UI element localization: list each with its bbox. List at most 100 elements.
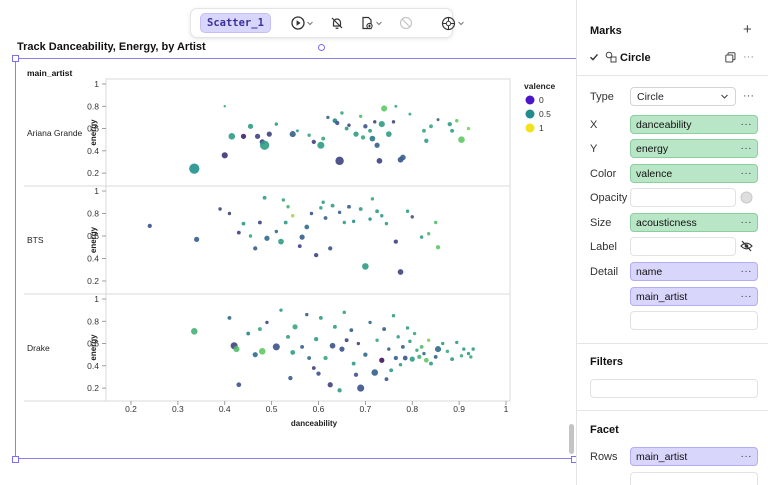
mark-more-button[interactable]: ··· [743,51,754,63]
theme-button[interactable] [441,16,465,31]
data-point [299,234,305,240]
size-field-more-icon[interactable]: ··· [740,217,752,228]
legend-swatch [525,123,535,133]
x-tick-label: 1 [504,404,509,414]
export-button[interactable] [360,16,383,30]
data-point [394,104,398,108]
type-more-button[interactable]: ··· [743,90,754,102]
data-point [368,217,372,221]
opacity-swatch-icon[interactable] [740,191,753,207]
y-tick-label: 1 [94,294,99,304]
type-label: Type [590,91,614,103]
data-point [391,120,396,124]
data-point [405,326,410,330]
selection-top-handle[interactable] [318,44,325,51]
data-point [441,341,445,346]
x-tick-label: 0.8 [406,404,418,414]
y-tick-label: 0.4 [87,361,99,371]
data-point [221,152,228,159]
data-point [402,355,408,361]
size-field-pill[interactable]: acousticness ··· [630,213,758,232]
y-axis-label: energy [89,334,98,361]
color-field-more-icon[interactable]: ··· [740,168,752,179]
x-tick-label: 0.9 [453,404,465,414]
data-point [368,128,372,133]
data-point [369,135,376,142]
data-point [314,252,319,258]
data-point [408,339,412,344]
label-drop-slot[interactable] [630,237,736,256]
facet-row-label: Drake [27,343,50,353]
play-button[interactable] [291,16,314,30]
data-point [305,312,309,317]
color-field-pill[interactable]: valence ··· [630,164,758,183]
data-point [466,126,471,131]
data-point [189,163,200,174]
y-tick-label: 0.8 [87,101,99,111]
rows-field-more-icon[interactable]: ··· [740,451,752,462]
type-select[interactable]: Circle [630,87,736,106]
data-point [370,197,375,201]
x-tick-label: 0.3 [172,404,184,414]
rows-field-pill[interactable]: main_artist ··· [630,447,758,466]
scatter-plot[interactable]: 1 0.8 0.6 0.4 0.2 energy 1 0.8 0.6 0.4 0.2 energy 1 0… [0,0,576,485]
data-point [286,334,290,339]
data-point [455,340,459,345]
data-point [381,105,388,112]
detail-field-more-icon[interactable]: ··· [740,291,752,302]
data-point [281,198,286,202]
detail-field-pill[interactable]: name ··· [630,262,758,281]
y-tick-label: 0.8 [87,316,99,326]
selection-corner-handle[interactable] [12,55,19,62]
data-point [227,211,232,216]
data-point [247,123,254,129]
data-point [384,221,389,226]
data-point [190,327,198,335]
data-point [393,239,398,244]
x-field-value: danceability [636,118,692,131]
disabled-action-button[interactable] [399,16,413,30]
data-point [455,119,459,123]
x-field-pill[interactable]: danceability ··· [630,115,758,134]
data-point [330,203,335,208]
x-field-more-icon[interactable]: ··· [740,119,752,130]
data-point [252,352,258,358]
data-point [358,207,363,211]
data-point [319,206,323,210]
data-point [445,349,450,354]
y-field-pill[interactable]: energy ··· [630,139,758,158]
data-point [279,308,283,312]
notifications-button[interactable] [330,16,344,30]
data-point [327,382,333,388]
detail-field-pill[interactable]: main_artist ··· [630,287,758,306]
y-tick-label: 1 [94,79,99,89]
data-point [278,238,284,245]
opacity-drop-slot[interactable] [630,188,736,207]
facet-panel-frame [105,185,511,295]
data-point [397,269,404,275]
chart-title[interactable]: Track Danceability, Energy, by Artist [17,41,206,53]
filters-drop-slot[interactable] [590,379,758,398]
eye-off-icon[interactable] [740,240,753,255]
detail-drop-slot[interactable] [630,311,758,330]
x-tick-label: 0.5 [266,404,278,414]
detail-field-more-icon[interactable]: ··· [740,266,752,277]
data-point [412,331,417,336]
y-field-more-icon[interactable]: ··· [740,143,752,154]
chart-canvas[interactable]: Scatter_1 Track Danceability, Energy, by… [0,0,578,485]
canvas-scrollbar[interactable] [569,424,574,454]
data-point [424,138,429,143]
data-point [295,129,299,133]
chart-name-badge[interactable]: Scatter_1 [200,13,271,33]
mark-name[interactable]: Circle [620,52,651,64]
selection-corner-handle[interactable] [12,456,19,463]
add-mark-button[interactable]: + [743,21,752,38]
facet-header: main_artist [27,68,73,78]
rows-drop-slot[interactable] [630,472,758,485]
data-point [321,200,325,204]
panel-divider [577,75,768,76]
duplicate-icon[interactable] [725,52,736,66]
data-point [376,158,383,164]
legend-label: 1 [539,123,544,133]
facet-panel-frame [105,78,511,187]
